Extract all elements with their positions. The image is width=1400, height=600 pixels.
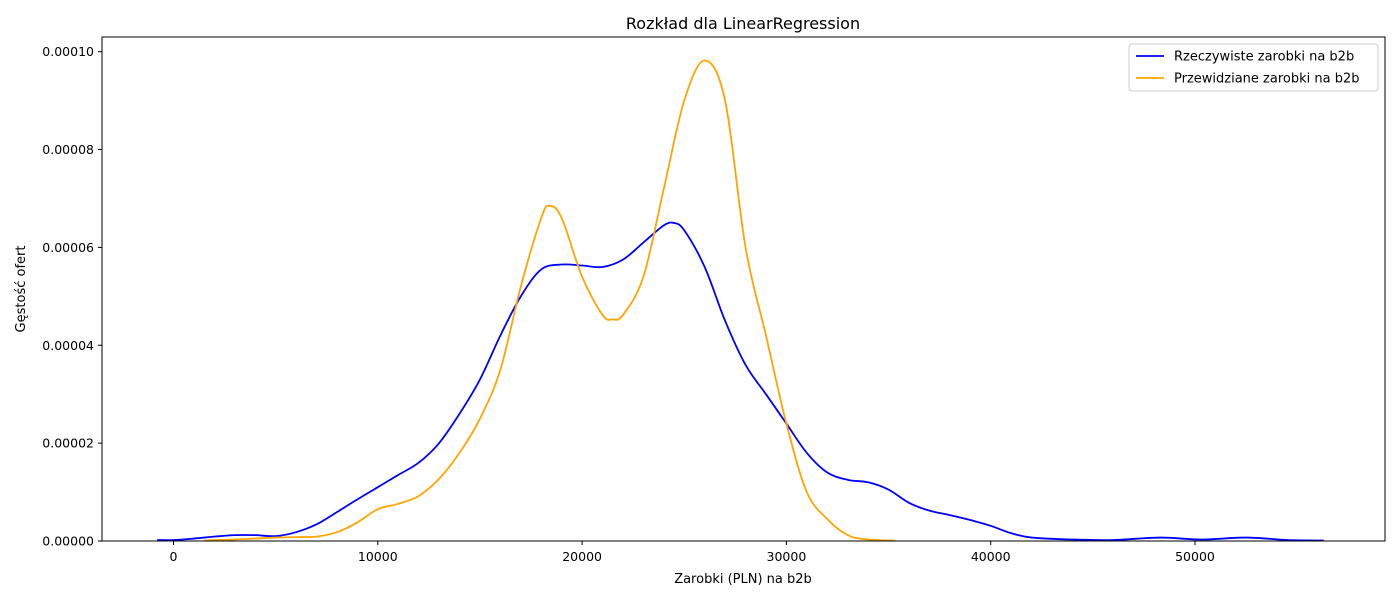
y-tick-label: 0.00002 bbox=[42, 436, 94, 451]
x-tick-label: 50000 bbox=[1175, 549, 1215, 564]
series-line-1 bbox=[157, 221, 1324, 542]
legend-label: Rzeczywiste zarobki na b2b bbox=[1174, 50, 1354, 65]
series-line-2 bbox=[204, 59, 895, 542]
y-tick-label: 0.00006 bbox=[42, 240, 94, 255]
x-tick-label: 10000 bbox=[358, 549, 398, 564]
y-axis: 0.00000 0.00002 0.00004 0.00006 0.00008 0.000… bbox=[42, 44, 102, 549]
y-tick-label: 0.00004 bbox=[42, 338, 94, 353]
x-tick-label: 0 bbox=[170, 549, 178, 564]
x-tick-label: 40000 bbox=[971, 549, 1011, 564]
chart-title: Rozkład dla LinearRegression bbox=[626, 14, 860, 33]
plot-area bbox=[157, 59, 1324, 542]
x-axis: 0 10000 20000 30000 40000 50000 bbox=[170, 541, 1215, 564]
y-axis-label: Gęstość ofert bbox=[14, 246, 29, 333]
x-tick-label: 30000 bbox=[767, 549, 807, 564]
x-tick-label: 20000 bbox=[562, 549, 602, 564]
y-tick-label: 0.00000 bbox=[42, 534, 94, 549]
legend-box bbox=[1128, 43, 1379, 92]
y-tick-label: 0.00010 bbox=[42, 44, 94, 59]
y-tick-label: 0.00008 bbox=[42, 142, 94, 157]
legend: Rzeczywiste zarobki na b2b Przewidziane z… bbox=[1128, 43, 1379, 92]
x-axis-label: Zarobki (PLN) na b2b bbox=[674, 572, 812, 587]
plot-frame bbox=[101, 36, 1386, 542]
legend-label: Przewidziane zarobki na b2b bbox=[1174, 72, 1360, 87]
